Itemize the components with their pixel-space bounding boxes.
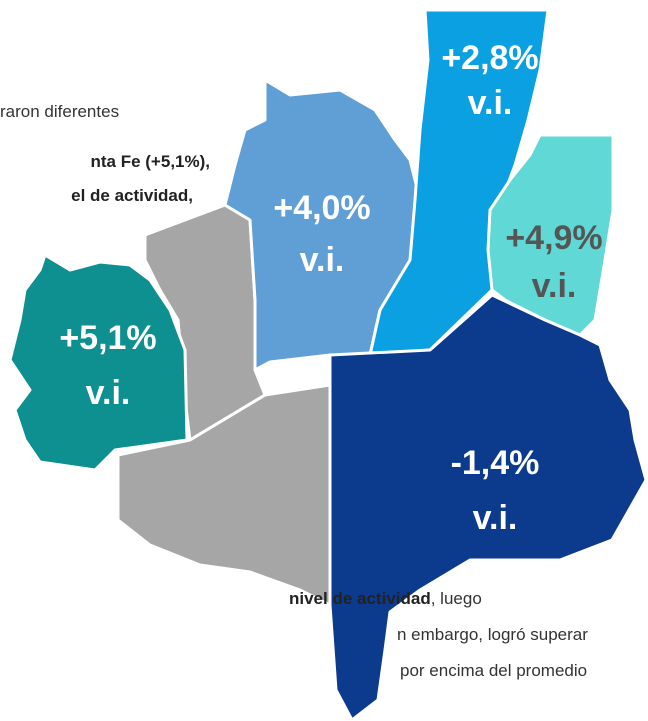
region-value: -1,4% (451, 444, 540, 482)
top-line: raron diferentes (0, 102, 120, 121)
region-unit: v.i. (473, 499, 518, 537)
region-value: +4,0% (273, 189, 370, 227)
bold-text: nivel de actividad (289, 589, 431, 608)
bottom-line: n embargo, logró superar (397, 625, 588, 644)
region-value: +5,1% (59, 319, 156, 357)
region-unit: v.i. (468, 84, 513, 122)
region-unit: v.i. (532, 267, 577, 305)
top-line: el de actividad, (71, 186, 193, 205)
region (328, 293, 648, 721)
text: , luego (430, 589, 482, 608)
region-value: +4,9% (505, 219, 602, 257)
top-line: nta Fe (+5,1%), (90, 152, 210, 171)
region-unit: v.i. (86, 374, 131, 412)
region-unit: v.i. (300, 241, 345, 279)
bottom-line: por encima del promedio (400, 661, 588, 680)
region (116, 383, 332, 607)
bottom-line: nivel de actividad, luego (289, 589, 482, 609)
region-value: +2,8% (441, 39, 538, 77)
region (8, 253, 189, 472)
